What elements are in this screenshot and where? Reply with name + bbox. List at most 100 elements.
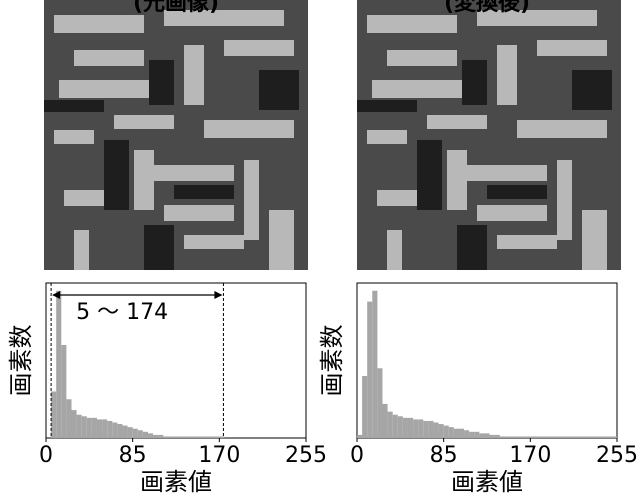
hist-bar	[525, 436, 530, 438]
hist-bar	[490, 435, 495, 438]
x-axis-label: 画素値	[451, 468, 523, 496]
x-tick-label: 0	[350, 443, 364, 468]
hist-bar	[566, 436, 571, 438]
hist-bar	[82, 416, 87, 438]
hist-bar	[382, 404, 387, 438]
hist-bar	[484, 433, 489, 438]
hist-bar	[607, 436, 612, 438]
hist-bar	[546, 436, 551, 438]
hist-bar	[102, 419, 107, 438]
figure: (元画像) 0 85 170 255 画素値 画素数 5 ～ 174 (変換後) 0 85 170 25…	[0, 0, 641, 497]
hist-bar	[56, 291, 61, 438]
hist-bar	[71, 410, 76, 438]
hist-bar	[612, 436, 617, 438]
x-tick-label: 0	[39, 443, 53, 468]
hist-bar	[87, 418, 92, 438]
hist-bar	[597, 436, 602, 438]
hist-bar	[515, 436, 520, 438]
hist-bar	[433, 423, 438, 439]
hist-bar	[413, 419, 418, 438]
hist-bar	[571, 436, 576, 438]
hist-bar	[541, 436, 546, 438]
x-tick-label: 255	[596, 443, 638, 468]
hist-bar	[367, 302, 372, 438]
hist-bar	[535, 436, 540, 438]
hist-bar	[551, 436, 556, 438]
hist-bar	[423, 421, 428, 438]
hist-bar	[357, 435, 362, 438]
hist-bar	[77, 415, 82, 438]
hist-bar	[66, 399, 71, 438]
hist-bar	[388, 412, 393, 438]
hist-bar	[214, 436, 219, 438]
hist-bar	[418, 419, 423, 438]
x-tick-label: 255	[285, 443, 327, 468]
hist-bar	[464, 430, 469, 438]
hist-bar	[168, 436, 173, 438]
hist-bar	[61, 345, 66, 438]
hist-bar	[561, 436, 566, 438]
hist-bar	[184, 436, 189, 438]
hist-bar	[372, 291, 377, 438]
y-axis-label: 画素数	[7, 325, 35, 397]
hist-bar	[439, 424, 444, 438]
hist-bar	[377, 368, 382, 438]
hist-bar	[219, 436, 224, 438]
hist-bar	[505, 436, 510, 438]
hist-bar	[133, 429, 138, 438]
hist-bar	[153, 435, 158, 438]
x-tick-label: 85	[430, 443, 458, 468]
hist-bar	[469, 432, 474, 438]
hist-bar	[194, 436, 199, 438]
hist-bar	[602, 436, 607, 438]
hist-bar	[576, 436, 581, 438]
hist-bar	[138, 430, 143, 438]
hist-bar	[179, 436, 184, 438]
hist-bar	[112, 423, 117, 439]
hist-bar	[158, 435, 163, 438]
hist-bar	[520, 436, 525, 438]
hist-bar	[403, 418, 408, 438]
hist-bar	[189, 436, 194, 438]
hist-bar	[592, 436, 597, 438]
hist-bar	[204, 436, 209, 438]
hist-bar	[117, 424, 122, 438]
range-label: 5 ～ 174	[76, 300, 168, 325]
y-axis-label: 画素数	[318, 325, 346, 397]
hist-bar	[479, 433, 484, 438]
hist-bar	[393, 415, 398, 438]
x-tick-label: 170	[509, 443, 551, 468]
hist-bar	[459, 429, 464, 438]
hist-bar	[51, 392, 56, 439]
hist-bar	[163, 436, 168, 438]
image-title: (元画像)	[133, 0, 219, 16]
hist-bar	[122, 426, 127, 438]
hist-bar	[500, 436, 505, 438]
hist-bar	[510, 436, 515, 438]
hist-bar	[398, 416, 403, 438]
hist-bar	[474, 432, 479, 438]
hist-bar	[107, 421, 112, 438]
hist-bar	[428, 421, 433, 438]
hist-bar	[454, 429, 459, 438]
x-axis-label: 画素値	[140, 468, 212, 496]
image-title: (変換後)	[444, 0, 530, 16]
hist-bar	[199, 436, 204, 438]
hist-bar	[92, 418, 97, 438]
x-tick-label: 85	[119, 443, 147, 468]
hist-bar	[449, 427, 454, 438]
hist-bar	[148, 433, 153, 438]
hist-bar	[97, 419, 102, 438]
hist-bar	[586, 436, 591, 438]
hist-bar	[173, 436, 178, 438]
hist-bar	[495, 435, 500, 438]
hist-bar	[530, 436, 535, 438]
hist-bar	[556, 436, 561, 438]
hist-bar	[128, 427, 133, 438]
converted-image	[357, 0, 621, 270]
x-tick-label: 170	[198, 443, 240, 468]
hist-bar	[143, 432, 148, 438]
hist-bar	[209, 436, 214, 438]
source-image	[44, 0, 308, 270]
hist-bar	[362, 376, 367, 438]
